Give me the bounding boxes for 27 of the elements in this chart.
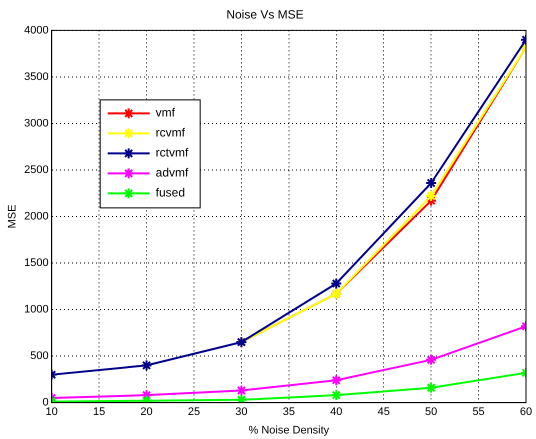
x-tick-label: 40	[330, 406, 342, 418]
legend-label: fused	[156, 186, 186, 200]
chart-title: Noise Vs MSE	[226, 8, 304, 22]
y-axis-title: MSE	[6, 204, 19, 228]
x-tick-label: 10	[46, 406, 58, 418]
y-tick-label: 3000	[24, 117, 49, 130]
x-tick-label: 15	[92, 406, 106, 418]
x-tick-label: 20	[140, 406, 153, 418]
x-tick-label: 25	[188, 406, 200, 418]
legend-label: rctvmf	[156, 146, 189, 160]
x-tick-label: 60	[520, 406, 532, 418]
y-tick-label: 1000	[24, 304, 49, 316]
x-tick-label: 50	[425, 406, 438, 418]
x-tick-label: 30	[235, 406, 248, 418]
legend-label: advmf	[156, 166, 190, 180]
y-tick-label: 4000	[24, 24, 49, 36]
y-tick-label: 2000	[24, 210, 49, 223]
y-tick-label: 3500	[24, 70, 49, 83]
x-axis-title: % Noise Density	[248, 424, 330, 436]
legend-label: vmf	[156, 106, 176, 120]
x-tick-label: 45	[378, 406, 390, 418]
y-tick-label: 2500	[24, 164, 49, 176]
legend-label: rcvmf	[156, 126, 186, 140]
x-tick-label: 35	[282, 406, 295, 418]
x-tick-label: 55	[472, 406, 485, 418]
y-tick-label: 500	[30, 350, 49, 362]
y-tick-label: 1500	[24, 257, 49, 270]
